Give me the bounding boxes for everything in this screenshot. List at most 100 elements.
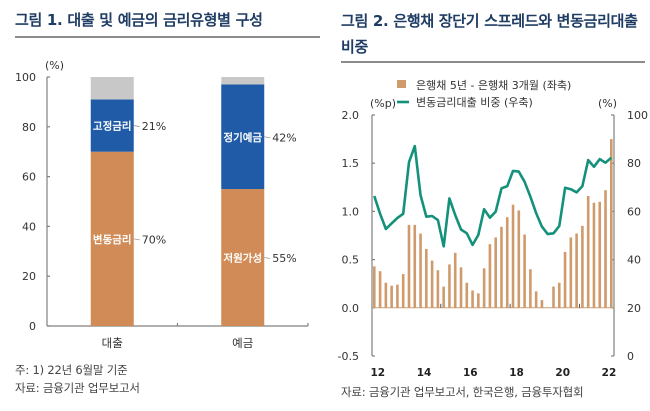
right-y-tick-label: 80 <box>627 157 641 170</box>
figure1-source: 자료: 금융기관 업무보고서 <box>15 381 140 395</box>
spread-bar <box>575 233 578 308</box>
spread-bar <box>517 210 521 308</box>
value-label: 21% <box>142 120 166 133</box>
right-y-tick-label: 100 <box>627 109 648 122</box>
left-y-tick-label: 0.0 <box>342 302 360 315</box>
spread-bar <box>540 300 544 308</box>
segment-label: 저원가성 <box>223 252 262 265</box>
x-tick-label: 12 <box>370 367 385 379</box>
legend-bar-swatch <box>397 80 406 88</box>
segment-label: 고정금리 <box>93 120 132 133</box>
spread-bar <box>448 264 451 308</box>
spread-bar <box>505 217 509 308</box>
x-tick-label: 16 <box>463 367 478 379</box>
legend-line-label: 변동금리대출 비중 (우축) <box>416 96 533 109</box>
leader-line <box>133 125 140 127</box>
chart2-bar-line: 은행채 5년 - 은행채 3개월 (좌축) 변동금리대출 비중 (우축) (%p) (… <box>338 79 648 379</box>
figure1-footnote: 주: 1) 22년 6월말 기준 <box>15 363 128 377</box>
spread-bar <box>604 190 607 308</box>
spread-bar <box>401 274 405 308</box>
figure1-title-divider <box>15 36 320 38</box>
spread-bar <box>534 291 538 308</box>
spread-bar <box>488 244 492 308</box>
left-y-tick-label: -0.5 <box>338 350 359 363</box>
bar-segment <box>90 99 134 152</box>
spread-bar <box>529 269 532 308</box>
spread-bar <box>425 248 428 308</box>
figure2-title: 그림 2. 은행채 장단기 스프레드와 변동금리대출 비중 <box>341 8 638 60</box>
left-y-tick-label: 0.5 <box>342 254 360 267</box>
bar-segment <box>221 189 265 326</box>
y-unit-label: (%) <box>45 59 64 72</box>
figure2-title-divider <box>341 61 645 63</box>
x-tick-label: 20 <box>555 367 570 379</box>
spread-bar <box>436 270 440 308</box>
left-y-tick-label: 2.0 <box>342 109 360 122</box>
spread-bar <box>581 225 584 308</box>
category-label: 예금 <box>232 336 253 350</box>
left-y-tick-label: 1.5 <box>342 157 360 170</box>
spread-bar <box>511 204 515 308</box>
spread-bar <box>378 271 382 308</box>
spread-bar <box>482 268 486 308</box>
left-y-tick-label: 1.0 <box>342 205 360 218</box>
spread-bar <box>586 195 590 308</box>
right-y-tick-label: 20 <box>627 302 641 315</box>
spread-bar <box>390 285 393 308</box>
legend-bar-label: 은행채 5년 - 은행채 3개월 (좌축) <box>416 79 571 92</box>
value-label: 42% <box>272 131 296 144</box>
y-tick-label: 0 <box>29 320 36 333</box>
bar-segment <box>221 77 265 85</box>
y-tick-label: 80 <box>22 121 36 134</box>
spread-bar <box>563 251 567 308</box>
spread-bar <box>500 226 503 308</box>
chart1-stacked-bar: 0 20 40 60 80 100 (%) 변동금리 70% 고정금리 21% 대출 저원가성 55% 정기… <box>15 59 309 350</box>
y-tick-label: 40 <box>22 220 36 233</box>
y-tick-label: 100 <box>15 71 36 84</box>
spread-bar <box>557 282 561 308</box>
floating-rate-share-line <box>373 144 613 248</box>
figure2-title-line1: 그림 2. 은행채 장단기 스프레드와 변동금리대출 <box>341 12 638 30</box>
right-y-tick-label: 60 <box>627 205 641 218</box>
spread-bar <box>373 266 376 308</box>
category-label: 대출 <box>102 336 123 350</box>
spread-bar <box>459 267 463 308</box>
leader-line <box>264 136 271 139</box>
leader-line <box>264 257 271 259</box>
value-label: 70% <box>142 233 166 246</box>
spread-bar <box>396 284 399 308</box>
right-axis-unit-label: (%) <box>598 97 617 110</box>
spread-bar <box>413 224 417 308</box>
spread-bar <box>407 224 411 308</box>
spread-bar <box>465 282 469 308</box>
spread-bar <box>453 252 457 308</box>
spread-bar <box>471 290 474 308</box>
bar-segment <box>90 151 134 326</box>
value-label: 55% <box>272 252 296 265</box>
spread-bar <box>552 286 555 308</box>
spread-bar <box>592 202 596 308</box>
segment-label: 변동금리 <box>93 233 132 246</box>
spread-bar <box>384 282 388 308</box>
spread-bar <box>477 293 480 308</box>
right-y-tick-label: 40 <box>627 254 641 267</box>
figure2-title-line2: 비중 <box>341 38 369 56</box>
spread-bar <box>419 233 422 308</box>
figure1-title: 그림 1. 대출 및 예금의 금리유형별 구성 <box>15 11 263 29</box>
y-tick-label: 20 <box>22 270 36 283</box>
spread-bar <box>598 201 602 308</box>
spread-bar <box>494 237 497 308</box>
spread-bar <box>442 286 445 308</box>
spread-bar <box>569 237 573 308</box>
bar-segment <box>221 84 265 190</box>
x-tick-label: 14 <box>417 367 432 379</box>
leader-line <box>133 238 140 241</box>
figure2-source: 자료: 금융기관 업무보고서, 한국은행, 금융투자협회 <box>341 385 584 399</box>
x-tick-label: 22 <box>602 367 617 379</box>
left-axis-unit-label: (%p) <box>370 97 396 110</box>
segment-label: 정기예금 <box>223 131 262 144</box>
spread-bar <box>610 139 613 308</box>
bar-segment <box>90 77 134 100</box>
x-tick-label: 18 <box>509 367 524 379</box>
